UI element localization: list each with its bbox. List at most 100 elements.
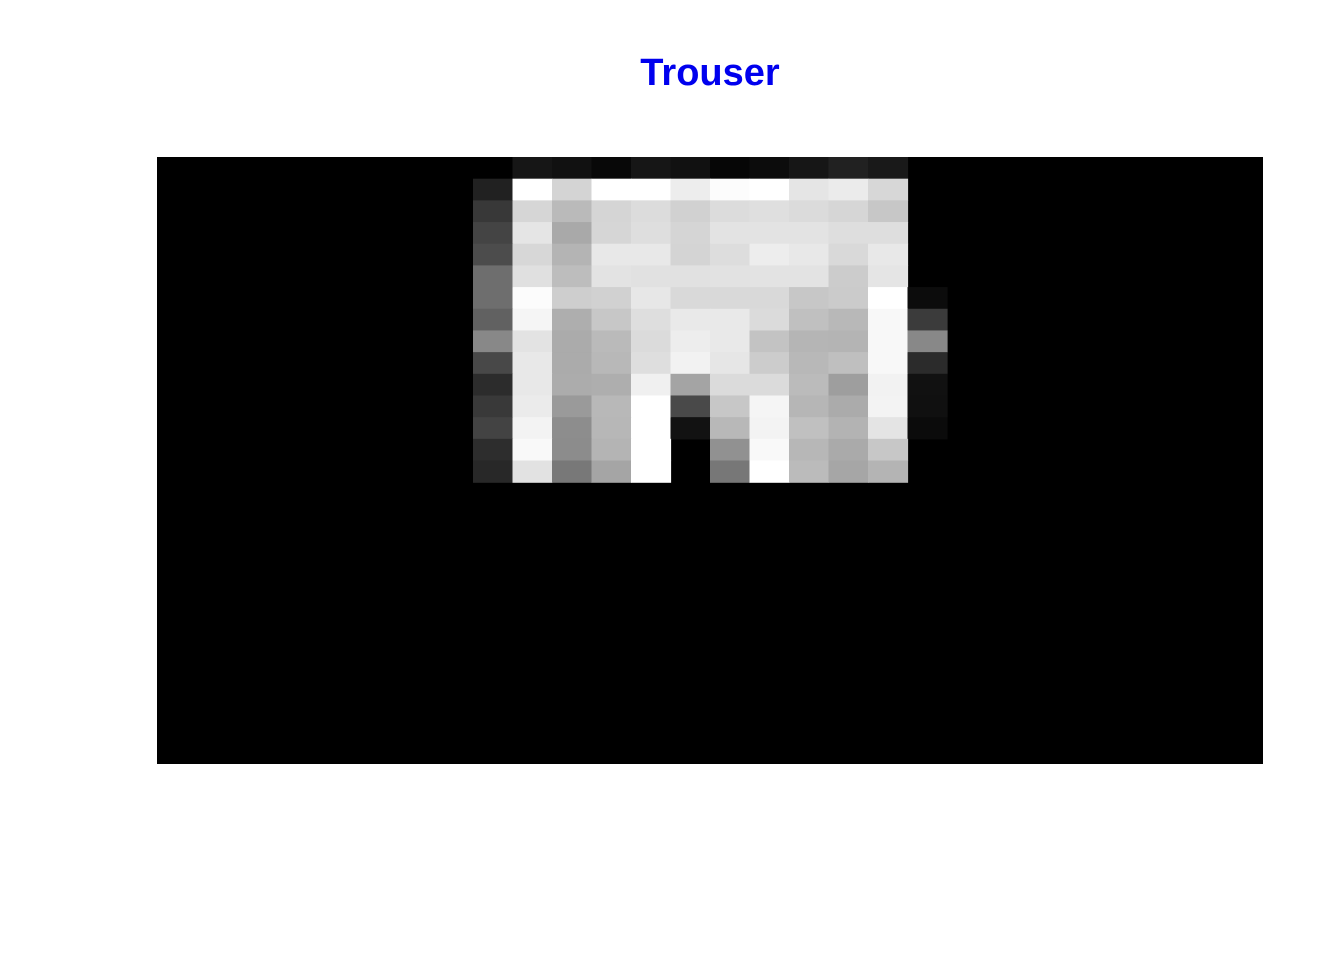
heatmap-cell: [749, 222, 790, 245]
heatmap-cell: [828, 308, 869, 332]
heatmap-cell: [789, 200, 830, 223]
heatmap-cell: [591, 308, 632, 332]
heatmap-cell: [670, 157, 711, 180]
heatmap-cell: [512, 157, 553, 180]
heatmap-cell: [907, 417, 948, 440]
heatmap-cell: [670, 352, 711, 375]
heatmap-cell: [828, 460, 869, 483]
heatmap-cell: [512, 222, 553, 245]
heatmap-cell: [907, 287, 948, 310]
heatmap-cell: [473, 243, 514, 266]
heatmap-cell: [591, 417, 632, 440]
heatmap-cell: [749, 287, 790, 310]
heatmap-cell: [828, 330, 869, 353]
heatmap-cell: [710, 265, 751, 288]
heatmap-cell: [868, 222, 909, 245]
heatmap-cell: [789, 460, 830, 483]
heatmap-cell: [591, 330, 632, 353]
heatmap-cell: [591, 222, 632, 245]
heatmap-cell: [670, 330, 711, 353]
heatmap-cell: [473, 178, 514, 201]
heatmap-cell: [868, 308, 909, 332]
heatmap-cell: [670, 308, 711, 332]
heatmap-cell: [473, 287, 514, 310]
heatmap-cell: [710, 178, 751, 201]
heatmap-cell: [552, 222, 593, 245]
heatmap-cell: [512, 438, 553, 462]
heatmap-cell: [552, 308, 593, 332]
heatmap-cell: [907, 395, 948, 418]
heatmap-cell: [868, 352, 909, 375]
heatmap-cell: [512, 287, 553, 310]
heatmap-cell: [710, 308, 751, 332]
heatmap-cell: [907, 352, 948, 375]
heatmap-cell: [552, 417, 593, 440]
heatmap-cell: [868, 200, 909, 223]
heatmap-cell: [591, 352, 632, 375]
heatmap-cell: [710, 373, 751, 397]
heatmap-cell: [473, 395, 514, 418]
heatmap-cell: [868, 460, 909, 483]
heatmap-cell: [710, 157, 751, 180]
heatmap-cell: [868, 395, 909, 418]
heatmap-cell: [749, 308, 790, 332]
heatmap-cell: [631, 308, 672, 332]
heatmap-cell: [749, 178, 790, 201]
heatmap-cell: [789, 287, 830, 310]
heatmap-cell: [473, 330, 514, 353]
heatmap-cell: [512, 330, 553, 353]
heatmap-cell: [868, 373, 909, 397]
heatmap-cell: [710, 438, 751, 462]
heatmap-cell: [512, 395, 553, 418]
heatmap-cell: [868, 330, 909, 353]
heatmap-cell: [473, 222, 514, 245]
heatmap-cell: [512, 352, 553, 375]
heatmap-cell: [512, 243, 553, 266]
heatmap-cell: [552, 157, 593, 180]
heatmap-cell: [552, 460, 593, 483]
heatmap-cell: [631, 352, 672, 375]
heatmap-cell: [710, 200, 751, 223]
heatmap-cell: [828, 438, 869, 462]
heatmap-cell: [710, 287, 751, 310]
plot-title: Trouser: [640, 52, 780, 94]
heatmap-cell: [631, 200, 672, 223]
heatmap-cell: [670, 265, 711, 288]
heatmap-cell: [749, 438, 790, 462]
heatmap-cell: [591, 265, 632, 288]
pixel-grid: [157, 157, 1263, 764]
heatmap-cell: [670, 373, 711, 397]
heatmap-cell: [631, 330, 672, 353]
heatmap-cell: [631, 243, 672, 266]
heatmap-cell: [631, 460, 672, 483]
heatmap-cell: [789, 243, 830, 266]
heatmap-cell: [591, 438, 632, 462]
heatmap-cell: [868, 157, 909, 180]
heatmap-cell: [512, 373, 553, 397]
heatmap-cell: [868, 265, 909, 288]
heatmap-cell: [552, 243, 593, 266]
heatmap-cell: [828, 200, 869, 223]
heatmap-cell: [512, 460, 553, 483]
heatmap-cell: [749, 352, 790, 375]
heatmap-cell: [512, 200, 553, 223]
heatmap-cell: [868, 178, 909, 201]
heatmap-cell: [631, 373, 672, 397]
heatmap-cell: [473, 438, 514, 462]
heatmap-cell: [670, 395, 711, 418]
heatmap-cell: [710, 460, 751, 483]
heatmap-cell: [591, 178, 632, 201]
heatmap-cell: [552, 265, 593, 288]
heatmap-cell: [631, 265, 672, 288]
heatmap-cell: [828, 287, 869, 310]
heatmap-cell: [828, 157, 869, 180]
heatmap-cell: [789, 395, 830, 418]
heatmap-cell: [789, 438, 830, 462]
heatmap-cell: [789, 352, 830, 375]
heatmap-cell: [749, 373, 790, 397]
heatmap-cell: [749, 395, 790, 418]
heatmap-cell: [591, 395, 632, 418]
heatmap-cell: [631, 438, 672, 462]
heatmap-cell: [552, 395, 593, 418]
